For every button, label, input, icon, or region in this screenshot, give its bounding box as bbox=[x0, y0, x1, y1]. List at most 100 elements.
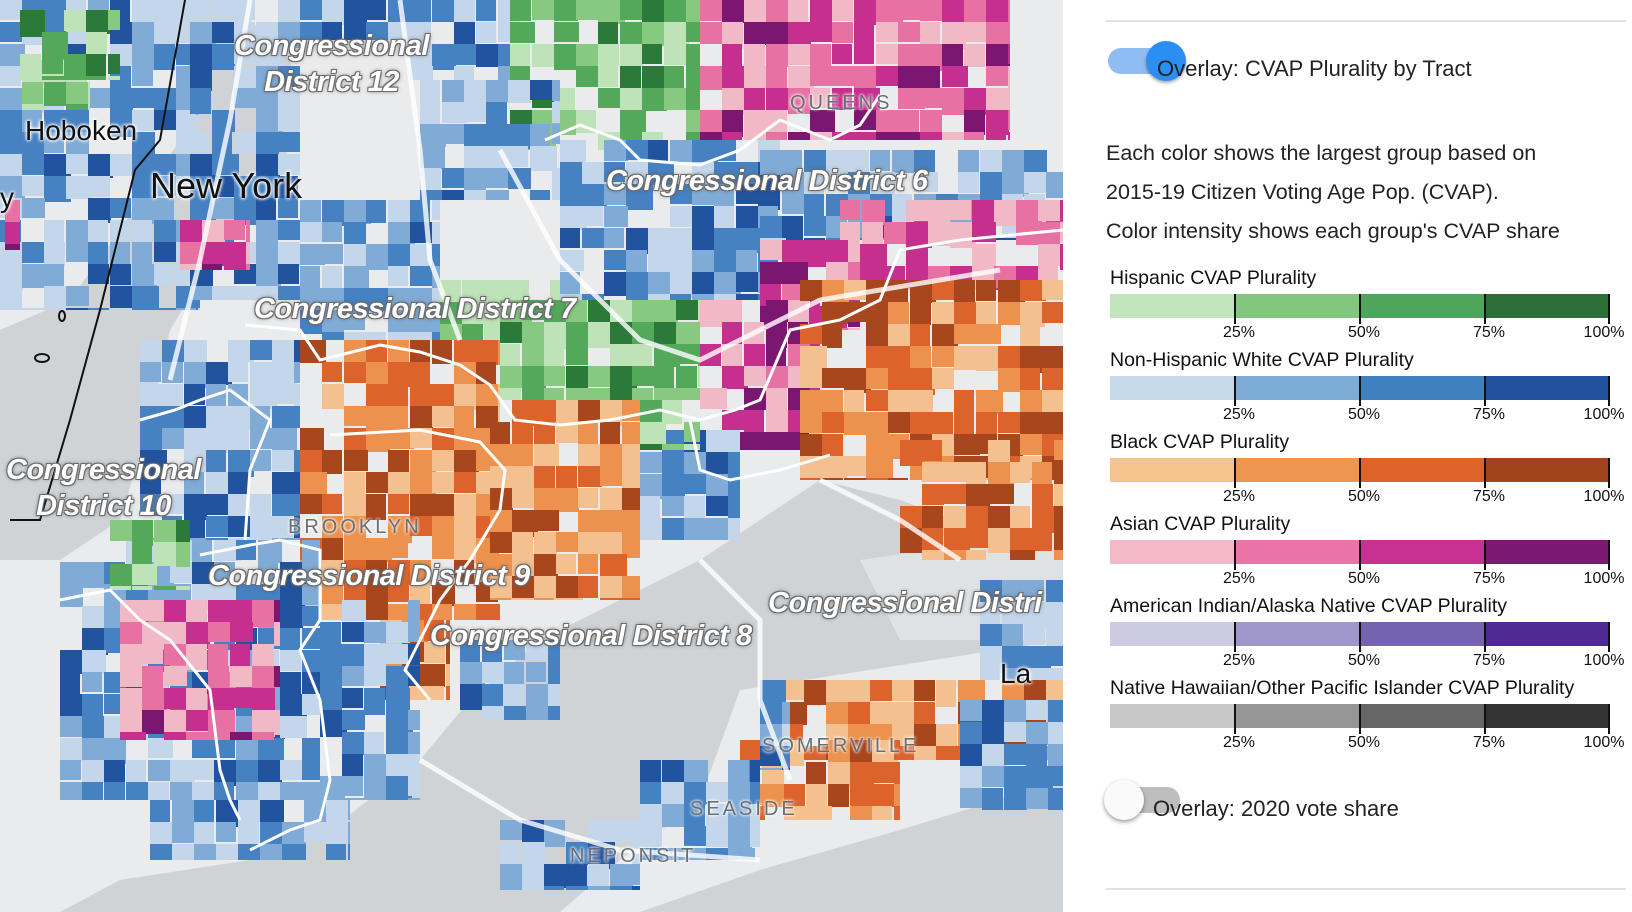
toggle-knob[interactable] bbox=[1104, 780, 1144, 820]
census-tract bbox=[408, 798, 420, 800]
census-tract bbox=[432, 472, 459, 493]
state-border-line bbox=[10, 0, 186, 521]
census-tract bbox=[464, 168, 486, 195]
census-tract bbox=[432, 310, 440, 335]
census-tract bbox=[894, 762, 900, 789]
census-tract bbox=[464, 80, 487, 105]
census-tract bbox=[512, 466, 534, 489]
census-tract bbox=[252, 732, 274, 740]
legend-color-bar bbox=[1110, 376, 1610, 400]
census-tract bbox=[206, 450, 226, 473]
census-tract bbox=[750, 826, 760, 847]
census-tract bbox=[154, 308, 178, 310]
census-tract bbox=[280, 760, 303, 780]
census-tract bbox=[810, 110, 835, 133]
census-tract bbox=[578, 488, 598, 508]
description-line-1: Each color shows the largest group based… bbox=[1106, 141, 1537, 165]
census-tract bbox=[410, 406, 433, 428]
legend-tick-label: 75% bbox=[1472, 652, 1506, 669]
census-tract bbox=[60, 760, 81, 780]
description-line-3: Color intensity shows each group's CVAP … bbox=[1106, 219, 1560, 243]
census-tract bbox=[120, 688, 143, 710]
census-tract bbox=[632, 886, 640, 890]
census-tract bbox=[228, 406, 255, 429]
census-tract bbox=[736, 228, 762, 253]
census-tract bbox=[294, 538, 300, 540]
census-tract bbox=[522, 300, 547, 320]
description-line-2: 2015-19 Citizen Voting Age Pop. (CVAP). bbox=[1106, 180, 1499, 204]
census-tract bbox=[766, 410, 789, 433]
census-tract bbox=[132, 542, 152, 569]
legend-tick-label: 75% bbox=[1472, 570, 1506, 587]
census-tract bbox=[274, 600, 280, 627]
legend-tick bbox=[1484, 540, 1486, 570]
census-tract bbox=[272, 340, 294, 365]
census-tract bbox=[976, 324, 1001, 344]
census-tract bbox=[800, 346, 827, 370]
census-tract bbox=[766, 22, 791, 48]
census-tract bbox=[964, 132, 984, 140]
census-tract bbox=[684, 760, 708, 782]
census-tract bbox=[150, 844, 175, 860]
legend-tick bbox=[1359, 458, 1361, 488]
census-tract bbox=[610, 820, 634, 842]
census-tract bbox=[982, 700, 1009, 722]
census-tract bbox=[744, 0, 770, 22]
census-tract bbox=[366, 560, 387, 584]
legend-tick bbox=[1359, 294, 1361, 324]
census-tract bbox=[976, 346, 998, 371]
census-tract bbox=[964, 110, 985, 135]
cvap-overlay-toggle[interactable] bbox=[1108, 41, 1186, 81]
legend-tick-label: 75% bbox=[1472, 324, 1506, 341]
census-tract bbox=[870, 680, 893, 701]
census-tract bbox=[598, 88, 625, 108]
census-tract bbox=[22, 198, 45, 218]
census-tract bbox=[866, 478, 888, 480]
census-tract bbox=[788, 22, 811, 46]
census-tract bbox=[238, 800, 261, 822]
census-tract bbox=[236, 738, 259, 761]
census-tract bbox=[862, 200, 885, 225]
census-tract bbox=[686, 110, 700, 137]
census-tract bbox=[500, 820, 526, 840]
census-tract bbox=[278, 66, 300, 86]
census-tract bbox=[162, 428, 187, 449]
legend-color-swatch bbox=[1360, 458, 1485, 482]
census-tract bbox=[272, 516, 297, 539]
census-tract bbox=[1020, 368, 1040, 390]
census-tract bbox=[944, 484, 971, 504]
census-tract bbox=[976, 302, 996, 324]
census-tract bbox=[876, 66, 898, 86]
census-tract bbox=[0, 88, 23, 113]
census-tract bbox=[1048, 788, 1063, 810]
census-tract bbox=[162, 494, 189, 514]
census-tract bbox=[560, 140, 586, 162]
census-tract bbox=[66, 286, 89, 306]
census-tract bbox=[936, 746, 960, 760]
map-canvas[interactable]: Congressional District 12 Congressional … bbox=[0, 0, 1063, 912]
legend-title: Asian CVAP Plurality bbox=[1110, 513, 1291, 535]
map-tiles[interactable] bbox=[0, 0, 1063, 912]
census-tract bbox=[664, 88, 686, 110]
census-tract bbox=[1042, 280, 1063, 300]
census-tract bbox=[914, 724, 938, 748]
legend-color-swatch bbox=[1485, 704, 1610, 728]
toggle-knob[interactable] bbox=[1146, 41, 1186, 81]
census-tract bbox=[228, 494, 249, 520]
census-tract bbox=[432, 450, 454, 471]
vote-share-overlay-toggle[interactable] bbox=[1104, 780, 1180, 820]
census-tract bbox=[736, 294, 758, 300]
census-tract bbox=[172, 844, 199, 860]
census-tract bbox=[482, 684, 503, 707]
census-tract bbox=[684, 444, 700, 450]
census-tract bbox=[870, 150, 890, 171]
census-tract bbox=[744, 66, 769, 88]
census-tract bbox=[872, 806, 892, 820]
census-tract bbox=[676, 322, 700, 348]
census-tract bbox=[82, 760, 105, 783]
census-tract bbox=[556, 532, 583, 552]
census-tract bbox=[88, 82, 90, 108]
census-tract bbox=[410, 472, 436, 495]
census-tract bbox=[366, 288, 393, 311]
census-tract bbox=[208, 600, 231, 623]
